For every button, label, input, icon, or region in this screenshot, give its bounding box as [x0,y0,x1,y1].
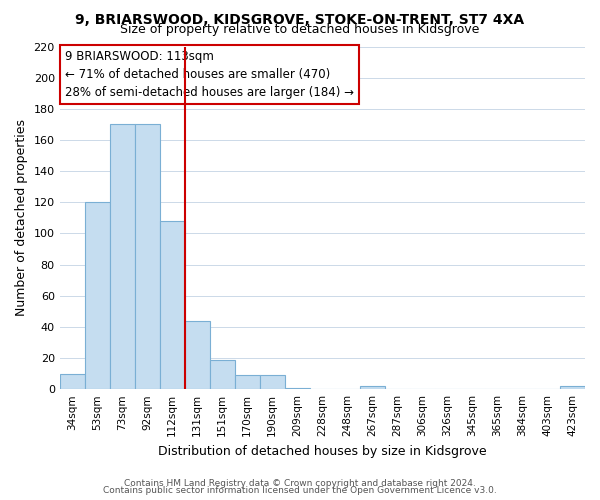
X-axis label: Distribution of detached houses by size in Kidsgrove: Distribution of detached houses by size … [158,444,487,458]
Bar [85,202,110,389]
Bar [185,320,210,389]
Bar [210,360,235,389]
Bar [260,375,285,389]
Bar [59,374,85,389]
Bar [285,388,310,389]
Bar [135,124,160,389]
Text: Contains HM Land Registry data © Crown copyright and database right 2024.: Contains HM Land Registry data © Crown c… [124,478,476,488]
Text: Contains public sector information licensed under the Open Government Licence v3: Contains public sector information licen… [103,486,497,495]
Text: 9, BRIARSWOOD, KIDSGROVE, STOKE-ON-TRENT, ST7 4XA: 9, BRIARSWOOD, KIDSGROVE, STOKE-ON-TRENT… [76,12,524,26]
Bar [110,124,135,389]
Text: Size of property relative to detached houses in Kidsgrove: Size of property relative to detached ho… [121,22,479,36]
Bar [235,375,260,389]
Y-axis label: Number of detached properties: Number of detached properties [15,120,28,316]
Bar [160,221,185,389]
Text: 9 BRIARSWOOD: 113sqm
← 71% of detached houses are smaller (470)
28% of semi-deta: 9 BRIARSWOOD: 113sqm ← 71% of detached h… [65,50,354,99]
Bar [360,386,385,389]
Bar [560,386,585,389]
